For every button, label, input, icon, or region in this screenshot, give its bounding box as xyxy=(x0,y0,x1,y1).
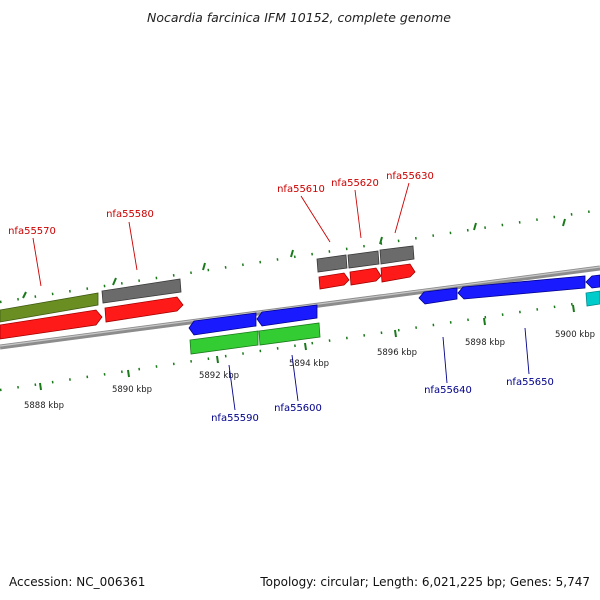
gene-arrow-nfa55590[interactable] xyxy=(188,312,257,336)
lower-major-tick xyxy=(483,317,486,326)
lower-major-tick xyxy=(127,369,130,378)
upper-major-tick xyxy=(473,222,477,231)
leader-line-nfa55590 xyxy=(228,364,236,411)
upper-major-tick xyxy=(290,249,294,258)
lower-major-tick xyxy=(304,342,307,351)
gene-arrow-nfa55650[interactable] xyxy=(457,275,586,300)
green-gene-feature[interactable] xyxy=(189,330,259,355)
gene-label-nfa55590[interactable]: nfa55590 xyxy=(211,413,259,424)
gray-gene-feature[interactable] xyxy=(347,250,380,269)
gene-arrow-nfa55620[interactable] xyxy=(349,267,382,286)
ruler-label-5894: 5894 kbp xyxy=(289,359,329,369)
upper-major-tick xyxy=(562,218,566,227)
upper-tick-track xyxy=(0,208,600,304)
genome-backbone-highlight xyxy=(0,266,600,347)
leader-line-nfa55640 xyxy=(442,336,448,384)
ruler-label-5892: 5892 kbp xyxy=(199,371,239,381)
gene-arrow-nfa55600[interactable] xyxy=(258,322,321,346)
cyan-gene-feature[interactable] xyxy=(585,290,600,307)
gene-arrow-nfa55570[interactable] xyxy=(0,309,103,340)
gene-arrow-nfa55640[interactable] xyxy=(418,287,458,305)
upper-major-tick xyxy=(202,262,206,271)
upper-major-tick xyxy=(379,236,383,245)
leader-line-nfa55580 xyxy=(128,221,138,271)
leader-line-nfa55620 xyxy=(354,189,362,239)
lower-tick-track xyxy=(0,298,600,392)
upper-major-tick xyxy=(112,277,117,286)
gene-arrow-nfa55630[interactable] xyxy=(380,263,416,283)
gene-label-nfa55640[interactable]: nfa55640 xyxy=(424,385,472,396)
leader-line-nfa55570 xyxy=(32,237,42,287)
lower-major-tick xyxy=(572,304,575,313)
gray-gene-feature[interactable] xyxy=(101,278,182,304)
ruler-label-5898: 5898 kbp xyxy=(465,338,505,348)
gray-gene-feature[interactable] xyxy=(316,254,348,273)
gene-arrow-nfa55580[interactable] xyxy=(104,296,184,323)
leader-line-nfa55600 xyxy=(291,354,299,402)
ruler-label-5888: 5888 kbp xyxy=(24,401,64,411)
gene-label-nfa55580[interactable]: nfa55580 xyxy=(106,209,154,220)
olive-gene-feature[interactable] xyxy=(0,292,99,323)
ruler-label-5896: 5896 kbp xyxy=(377,348,417,358)
ruler-label-5900: 5900 kbp xyxy=(555,330,595,340)
lower-major-tick xyxy=(394,329,397,338)
gene-arrow-nfa55610[interactable] xyxy=(318,272,350,290)
gene-label-nfa55610[interactable]: nfa55610 xyxy=(277,184,325,195)
leader-line-nfa55630 xyxy=(394,182,410,234)
gene-arrow-blue-2[interactable] xyxy=(256,304,318,327)
upper-major-tick xyxy=(22,291,27,299)
leader-line-nfa55650 xyxy=(524,327,530,375)
gene-label-nfa55600[interactable]: nfa55600 xyxy=(274,403,322,414)
genome-summary-text: Topology: circular; Length: 6,021,225 bp… xyxy=(259,575,590,589)
gene-label-nfa55570[interactable]: nfa55570 xyxy=(8,226,56,237)
lower-major-tick xyxy=(216,355,219,364)
gene-arrow-blue-edge[interactable] xyxy=(585,274,600,289)
gene-label-nfa55650[interactable]: nfa55650 xyxy=(506,377,554,388)
lower-major-tick xyxy=(39,382,42,391)
page-title: Nocardia farcinica IFM 10152, complete g… xyxy=(147,10,451,25)
gene-label-nfa55620[interactable]: nfa55620 xyxy=(331,178,379,189)
gene-label-nfa55630[interactable]: nfa55630 xyxy=(386,171,434,182)
gray-gene-feature[interactable] xyxy=(379,245,415,265)
accession-text: Accession: NC_006361 xyxy=(9,575,145,589)
leader-line-nfa55610 xyxy=(300,195,331,243)
ruler-label-5890: 5890 kbp xyxy=(112,385,152,395)
